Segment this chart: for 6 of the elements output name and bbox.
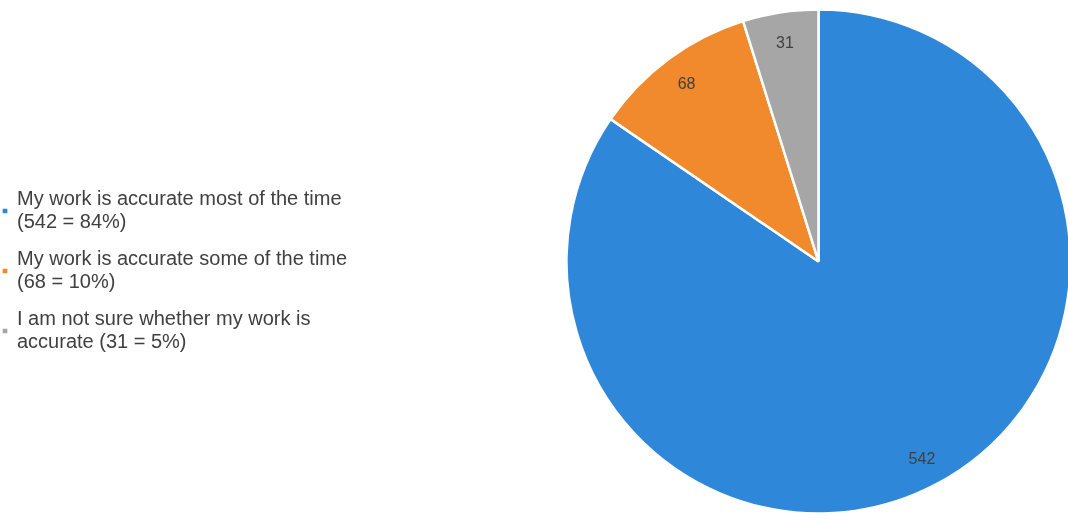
data-label: 542: [908, 449, 936, 467]
legend-label: My work is accurate most of the time (542 = 84%): [17, 187, 342, 233]
legend-label: My work is accurate some of the time (68 = 10%): [17, 247, 348, 293]
legend-label: I am not sure whether my work is accurate (31 = 5%): [17, 307, 311, 353]
data-label: 68: [677, 75, 696, 93]
data-label: 31: [776, 34, 794, 52]
